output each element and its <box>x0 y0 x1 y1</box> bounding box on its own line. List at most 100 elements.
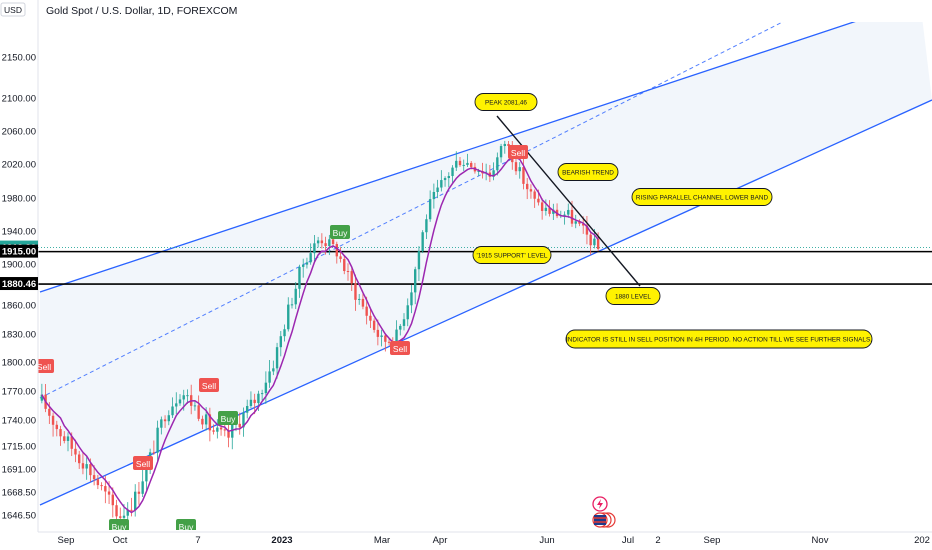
candle-body[interactable] <box>85 464 88 469</box>
annotation-note[interactable]: '1915 SUPPORT' LEVEL <box>472 246 552 264</box>
candle-body[interactable] <box>361 298 365 307</box>
candle-body[interactable] <box>552 209 555 214</box>
candle-body[interactable] <box>81 463 85 469</box>
candle-body[interactable] <box>496 157 499 171</box>
buy-signal-marker[interactable]: Buy <box>218 411 238 425</box>
candle-body[interactable] <box>406 305 409 320</box>
candle-body[interactable] <box>578 221 581 224</box>
candle-body[interactable] <box>522 167 525 184</box>
channel-lower-line[interactable] <box>39 99 932 506</box>
currency-box[interactable] <box>0 2 26 17</box>
candle-body[interactable] <box>425 219 428 233</box>
candle-body[interactable] <box>503 143 506 147</box>
candle-body[interactable] <box>160 419 163 428</box>
candle-body[interactable] <box>335 244 338 257</box>
candle-body[interactable] <box>451 167 454 177</box>
candle-body[interactable] <box>260 393 264 395</box>
candle-body[interactable] <box>309 253 312 263</box>
candle-body[interactable] <box>507 143 510 146</box>
candle-body[interactable] <box>518 167 521 172</box>
candle-body[interactable] <box>193 405 197 407</box>
candle-body[interactable] <box>410 292 413 306</box>
candle-body[interactable] <box>432 191 436 200</box>
candle-body[interactable] <box>275 347 279 369</box>
annotation-note[interactable]: 1880 LEVEL <box>605 287 661 305</box>
candle-body[interactable] <box>290 304 294 306</box>
candle-body[interactable] <box>59 429 62 437</box>
candle-body[interactable] <box>182 395 185 400</box>
candle-body[interactable] <box>477 170 480 172</box>
candle-body[interactable] <box>156 427 159 453</box>
candle-body[interactable] <box>458 160 462 166</box>
candle-body[interactable] <box>455 160 458 168</box>
candle-body[interactable] <box>216 427 219 432</box>
candle-body[interactable] <box>122 515 126 518</box>
annotation-note[interactable]: INDICATOR IS STILL IN SELL POSITION IN 4… <box>565 329 873 349</box>
candle-body[interactable] <box>316 240 320 244</box>
candle-body[interactable] <box>440 180 443 188</box>
candle-body[interactable] <box>246 405 249 413</box>
candle-body[interactable] <box>89 464 92 476</box>
candle-body[interactable] <box>339 256 342 259</box>
candle-body[interactable] <box>384 335 387 342</box>
candle-body[interactable] <box>242 412 245 428</box>
candle-body[interactable] <box>331 239 335 245</box>
candle-body[interactable] <box>447 176 450 179</box>
candle-body[interactable] <box>167 415 170 422</box>
candle-body[interactable] <box>399 325 402 330</box>
candle-body[interactable] <box>163 419 167 422</box>
candle-body[interactable] <box>529 189 533 192</box>
candle-body[interactable] <box>417 251 421 270</box>
sell-signal-marker[interactable]: Sell <box>133 456 153 470</box>
candle-body[interactable] <box>171 406 174 416</box>
plot-area[interactable]: Sell Sell Buy Sell Buy Buy Sell Buy Sell <box>34 0 932 533</box>
candle-body[interactable] <box>231 424 234 438</box>
candle-body[interactable] <box>313 243 316 254</box>
sell-signal-marker[interactable]: Sell <box>508 145 528 159</box>
candle-body[interactable] <box>514 162 518 172</box>
candle-body[interactable] <box>387 341 391 343</box>
candle-body[interactable] <box>428 199 432 220</box>
candle-body[interactable] <box>596 238 600 249</box>
candle-body[interactable] <box>119 516 122 518</box>
candle-body[interactable] <box>436 187 439 192</box>
candle-body[interactable] <box>134 491 137 511</box>
candle-body[interactable] <box>201 418 204 425</box>
candle-body[interactable] <box>466 162 469 165</box>
candle-body[interactable] <box>178 399 182 404</box>
candle-body[interactable] <box>104 486 107 492</box>
candle-body[interactable] <box>40 394 44 401</box>
candle-body[interactable] <box>48 408 51 416</box>
candle-body[interactable] <box>372 320 376 330</box>
event-icons[interactable] <box>592 496 616 528</box>
candle-body[interactable] <box>55 424 58 430</box>
candle-body[interactable] <box>354 283 357 300</box>
candle-body[interactable] <box>376 329 380 337</box>
candle-body[interactable] <box>249 399 253 406</box>
sell-signal-marker[interactable]: Sell <box>390 341 410 355</box>
buy-signal-marker[interactable]: Buy <box>109 519 129 533</box>
candle-body[interactable] <box>328 239 331 247</box>
candle-body[interactable] <box>223 429 226 431</box>
candle-body[interactable] <box>324 243 327 247</box>
candle-body[interactable] <box>443 178 447 181</box>
candle-body[interactable] <box>548 207 551 214</box>
candle-body[interactable] <box>544 207 548 211</box>
candle-body[interactable] <box>70 436 73 449</box>
candle-body[interactable] <box>141 481 144 494</box>
candle-body[interactable] <box>402 319 406 326</box>
candle-body[interactable] <box>358 298 361 300</box>
candle-body[interactable] <box>395 329 398 345</box>
candle-body[interactable] <box>540 202 544 211</box>
sell-signal-marker[interactable]: Sell <box>34 359 54 373</box>
candle-body[interactable] <box>305 262 309 265</box>
candle-body[interactable] <box>574 221 577 224</box>
candle-body[interactable] <box>66 436 70 441</box>
candle-body[interactable] <box>593 238 596 246</box>
candle-body[interactable] <box>51 415 55 425</box>
candle-body[interactable] <box>137 491 141 494</box>
candle-body[interactable] <box>268 371 271 383</box>
candle-body[interactable] <box>298 266 301 289</box>
candle-body[interactable] <box>204 414 208 425</box>
